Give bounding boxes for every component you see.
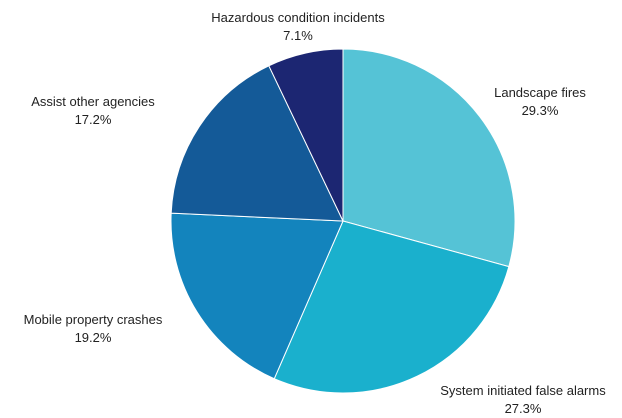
label-value: 17.2% bbox=[75, 112, 112, 127]
label-name: Mobile property crashes bbox=[24, 312, 163, 327]
label-value: 7.1% bbox=[283, 28, 313, 43]
label-name: Assist other agencies bbox=[31, 94, 155, 109]
slice-label-assist-other-agencies: Assist other agencies 17.2% bbox=[31, 94, 155, 127]
label-name: Landscape fires bbox=[494, 85, 586, 100]
label-value: 19.2% bbox=[75, 330, 112, 345]
pie-slice-landscape-fires bbox=[342, 48, 516, 268]
pie-slice-assist-other-agencies bbox=[170, 65, 344, 222]
pie-slices bbox=[170, 48, 516, 394]
label-name: System initiated false alarms bbox=[440, 383, 606, 398]
label-value: 29.3% bbox=[522, 103, 559, 118]
label-value: 27.3% bbox=[505, 401, 542, 416]
slice-label-hazardous-condition-incidents: Hazardous condition incidents 7.1% bbox=[211, 10, 385, 43]
pie-slice-hazardous-condition-incidents bbox=[268, 48, 344, 222]
label-name: Hazardous condition incidents bbox=[211, 10, 385, 25]
pie-slice-system-initiated-false-alarms bbox=[273, 220, 510, 394]
slice-label-mobile-property-crashes: Mobile property crashes 19.2% bbox=[24, 312, 163, 345]
slice-label-landscape-fires: Landscape fires 29.3% bbox=[494, 85, 586, 118]
slice-label-system-initiated-false-alarms: System initiated false alarms 27.3% bbox=[440, 383, 606, 416]
pie-slice-mobile-property-crashes bbox=[170, 212, 344, 380]
